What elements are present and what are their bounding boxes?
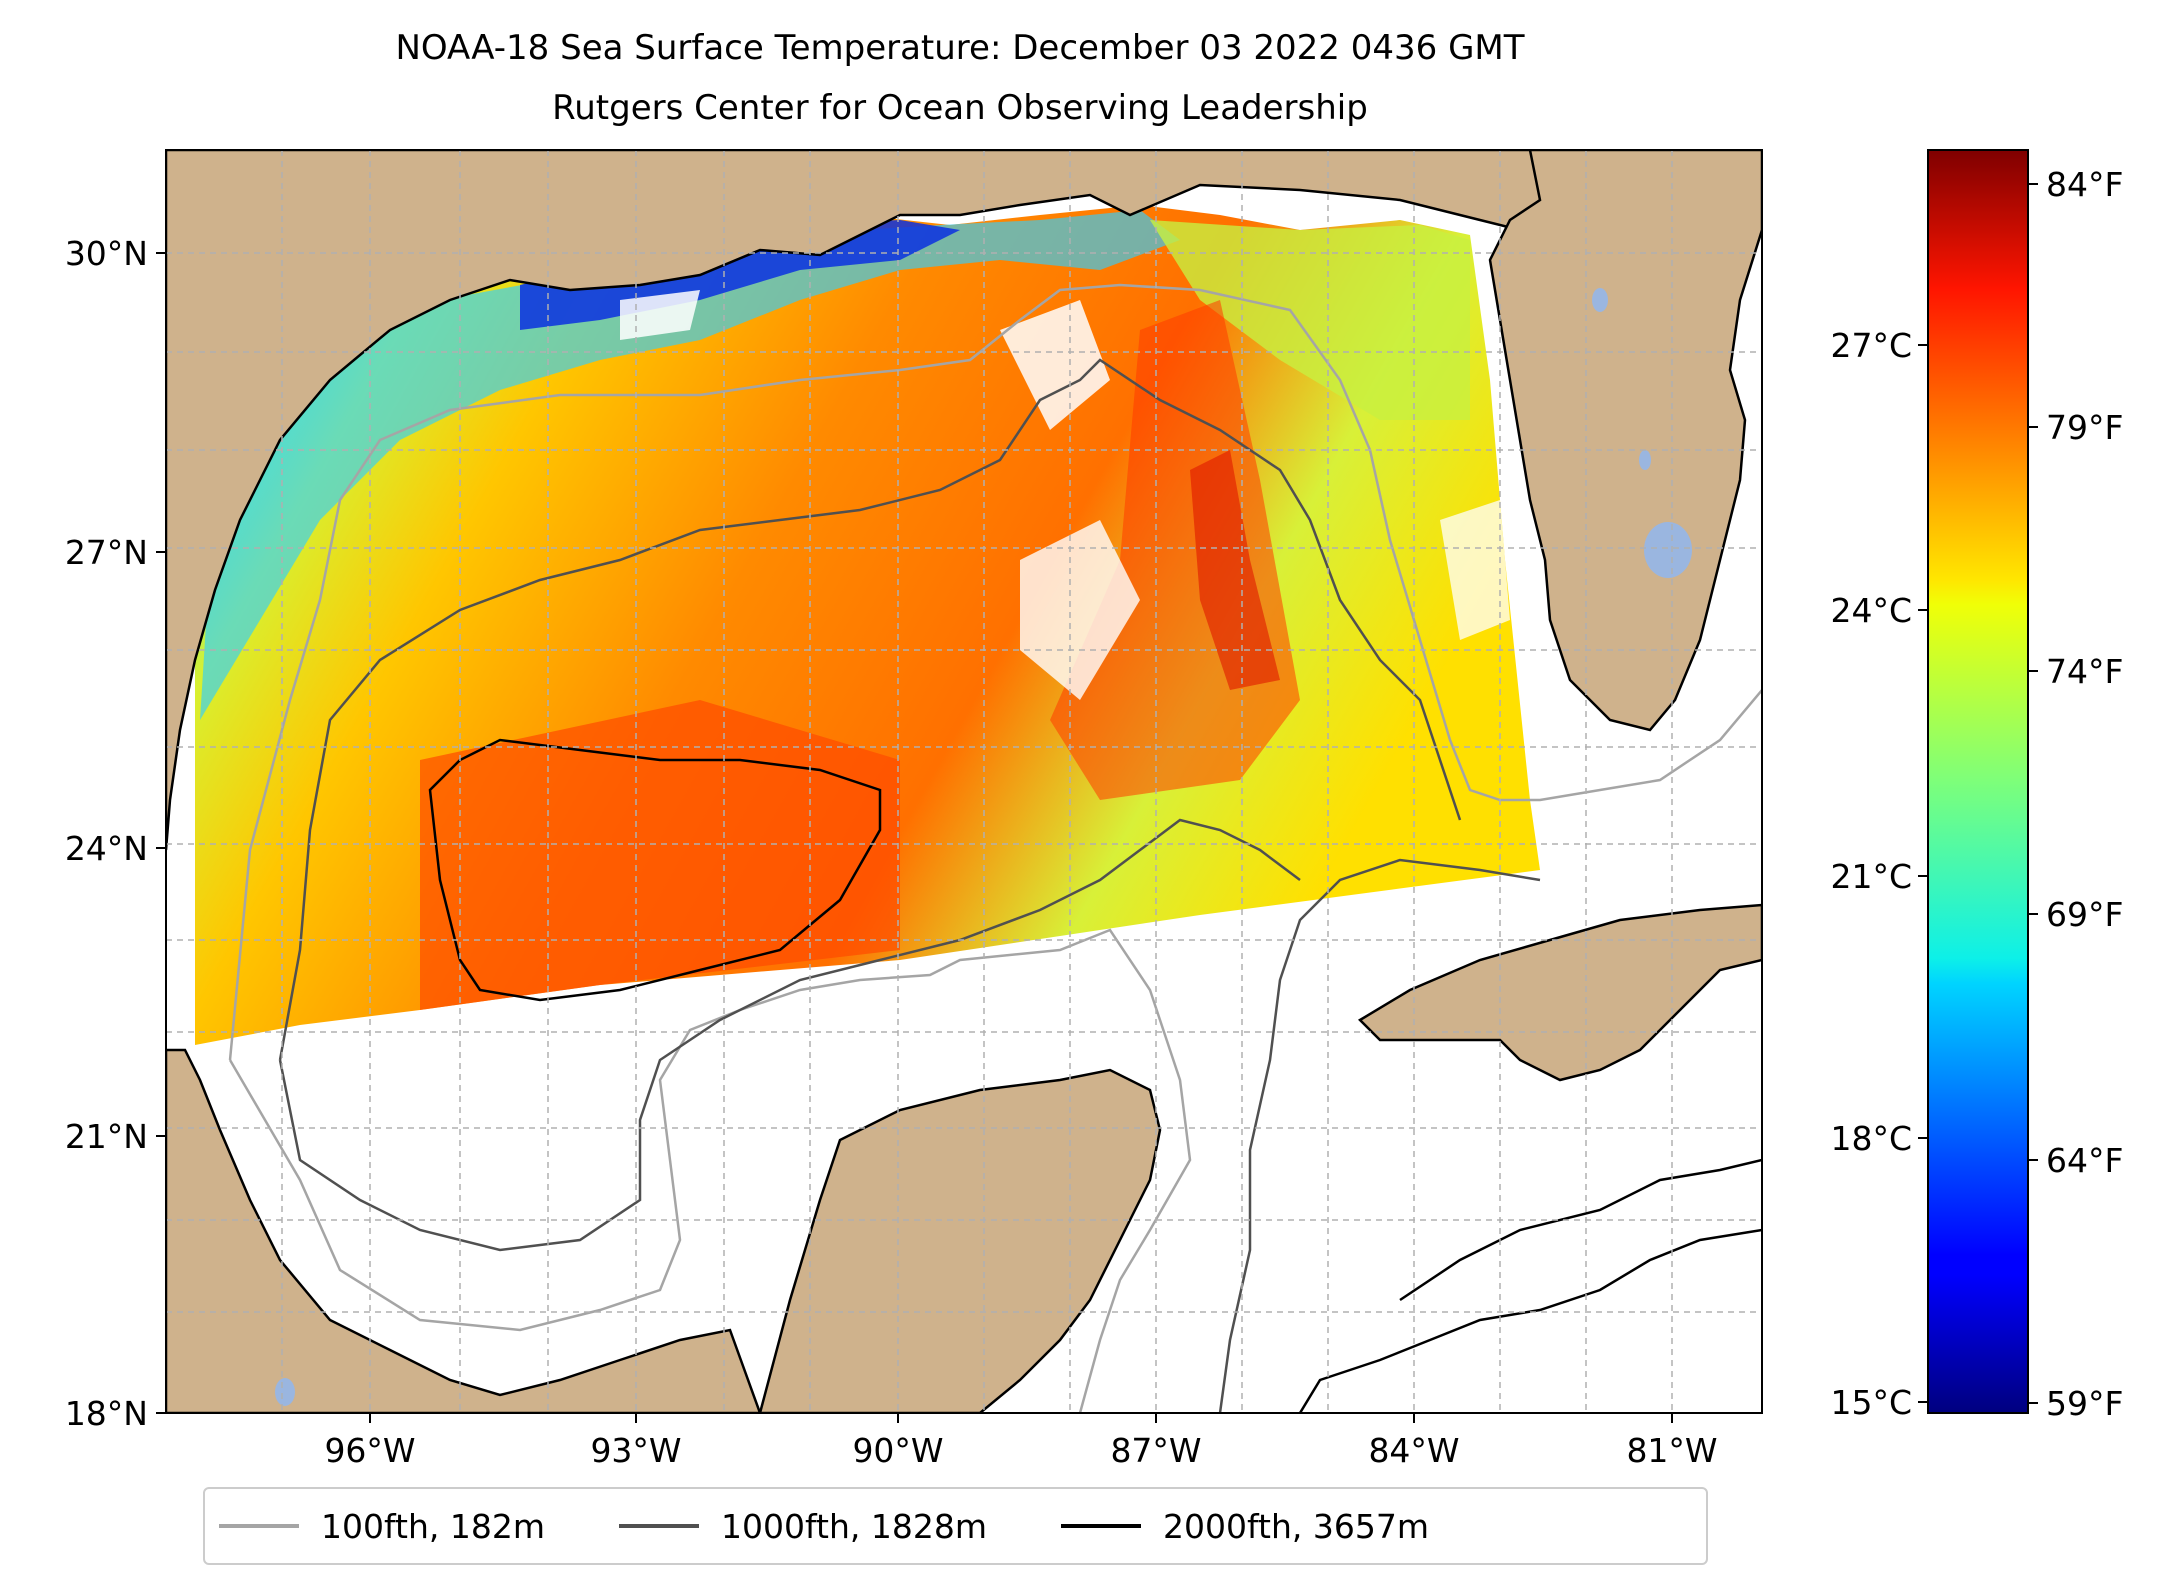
colorbar-celsius-label: 21°C	[1830, 857, 1912, 896]
legend-line-1000fth	[619, 1524, 699, 1528]
contour-legend: 100fth, 182m 1000fth, 1828m 2000fth, 365…	[203, 1487, 1708, 1565]
lon-tick-label: 87°W	[1110, 1431, 1201, 1470]
gridlines	[166, 150, 1762, 1413]
colorbar-fahrenheit-label: 59°F	[2046, 1384, 2123, 1423]
loop-current-core	[1190, 450, 1280, 690]
legend-label: 100fth, 182m	[321, 1506, 545, 1546]
cloud-gap-4	[1440, 500, 1510, 640]
colorbar-fahrenheit-label: 64°F	[2046, 1141, 2123, 1180]
contour-100fth-south	[228, 928, 1192, 1413]
legend-item-1000fth: 1000fth, 1828m	[619, 1507, 987, 1546]
lon-tick-label: 90°W	[852, 1431, 943, 1470]
colorbar-fahrenheit-label: 79°F	[2046, 408, 2123, 447]
lat-tick-label: 30°N	[65, 234, 148, 273]
florida-peninsula	[1488, 150, 1762, 732]
colorbar-celsius-label: 15°C	[1830, 1383, 1912, 1422]
map-area	[166, 150, 1762, 1413]
lon-axis: 96°W 93°W 90°W 87°W 84°W 81°W	[324, 1413, 1718, 1470]
map-frame	[165, 149, 1763, 1414]
map-title: NOAA-18 Sea Surface Temperature: Decembe…	[395, 28, 1525, 68]
contour-100fth	[228, 283, 1762, 1061]
northeast-gulf-water	[1150, 220, 1470, 420]
lat-tick-label: 24°N	[65, 829, 148, 868]
legend-item-100fth: 100fth, 182m	[219, 1507, 545, 1546]
cloud-gap-1	[1020, 520, 1140, 700]
cuba-west	[1357, 903, 1762, 1082]
contour-2000fth-caribbean	[1399, 1158, 1762, 1302]
warm-core-west	[420, 700, 900, 1010]
depth-contours	[228, 283, 1762, 1413]
legend-line-100fth	[219, 1524, 299, 1528]
lake-2	[1639, 450, 1651, 470]
land	[166, 150, 1762, 1413]
contour-1000fth-west	[278, 818, 1301, 1252]
lat-axis: 30°N 27°N 24°N 21°N 18°N	[65, 234, 166, 1433]
lat-tick-label: 18°N	[65, 1394, 148, 1433]
lake-okeechobee	[1644, 522, 1692, 578]
lake-1	[1592, 288, 1608, 312]
mexico-west-coast	[166, 1048, 762, 1413]
lake-3	[275, 1378, 295, 1406]
colorbar-gradient	[1927, 149, 2029, 1414]
map-subtitle: Rutgers Center for Ocean Observing Leade…	[552, 88, 1368, 128]
colorbar-celsius-label: 24°C	[1830, 591, 1912, 630]
lat-tick-label: 27°N	[65, 533, 148, 572]
yucatan-peninsula	[758, 1068, 1162, 1413]
colorbar: 27°C 24°C 21°C 18°C 15°C 84°F 79°F 74°F …	[1830, 149, 2123, 1423]
legend-label: 1000fth, 1828m	[721, 1506, 987, 1546]
legend-item-2000fth: 2000fth, 3657m	[1060, 1506, 1429, 1546]
colorbar-celsius-label: 18°C	[1830, 1119, 1912, 1158]
cool-shelf-water	[200, 210, 1180, 720]
colorbar-fahrenheit-label: 74°F	[2046, 652, 2123, 691]
contour-2000fth-south	[1298, 1228, 1762, 1413]
lon-tick-label: 84°W	[1368, 1431, 1459, 1470]
colorbar-fahrenheit-label: 69°F	[2046, 895, 2123, 934]
contour-1000fth	[278, 358, 1462, 1061]
sst-swath	[195, 205, 1540, 1045]
cloud-gap-3	[620, 290, 700, 340]
legend-line-2000fth	[1060, 1524, 1141, 1528]
lon-tick-label: 81°W	[1626, 1431, 1717, 1470]
colorbar-fahrenheit-label: 84°F	[2046, 165, 2123, 204]
lakes	[275, 288, 1692, 1406]
colorbar-celsius-label: 27°C	[1830, 326, 1912, 365]
cloud-gap-2	[1000, 300, 1110, 430]
lat-tick-label: 21°N	[65, 1117, 148, 1156]
legend-label: 2000fth, 3657m	[1162, 1506, 1429, 1546]
contour-1000fth-east	[1218, 858, 1541, 1413]
lon-tick-label: 93°W	[590, 1431, 681, 1470]
lon-tick-label: 96°W	[324, 1431, 415, 1470]
contour-2000fth-west	[428, 738, 882, 1002]
